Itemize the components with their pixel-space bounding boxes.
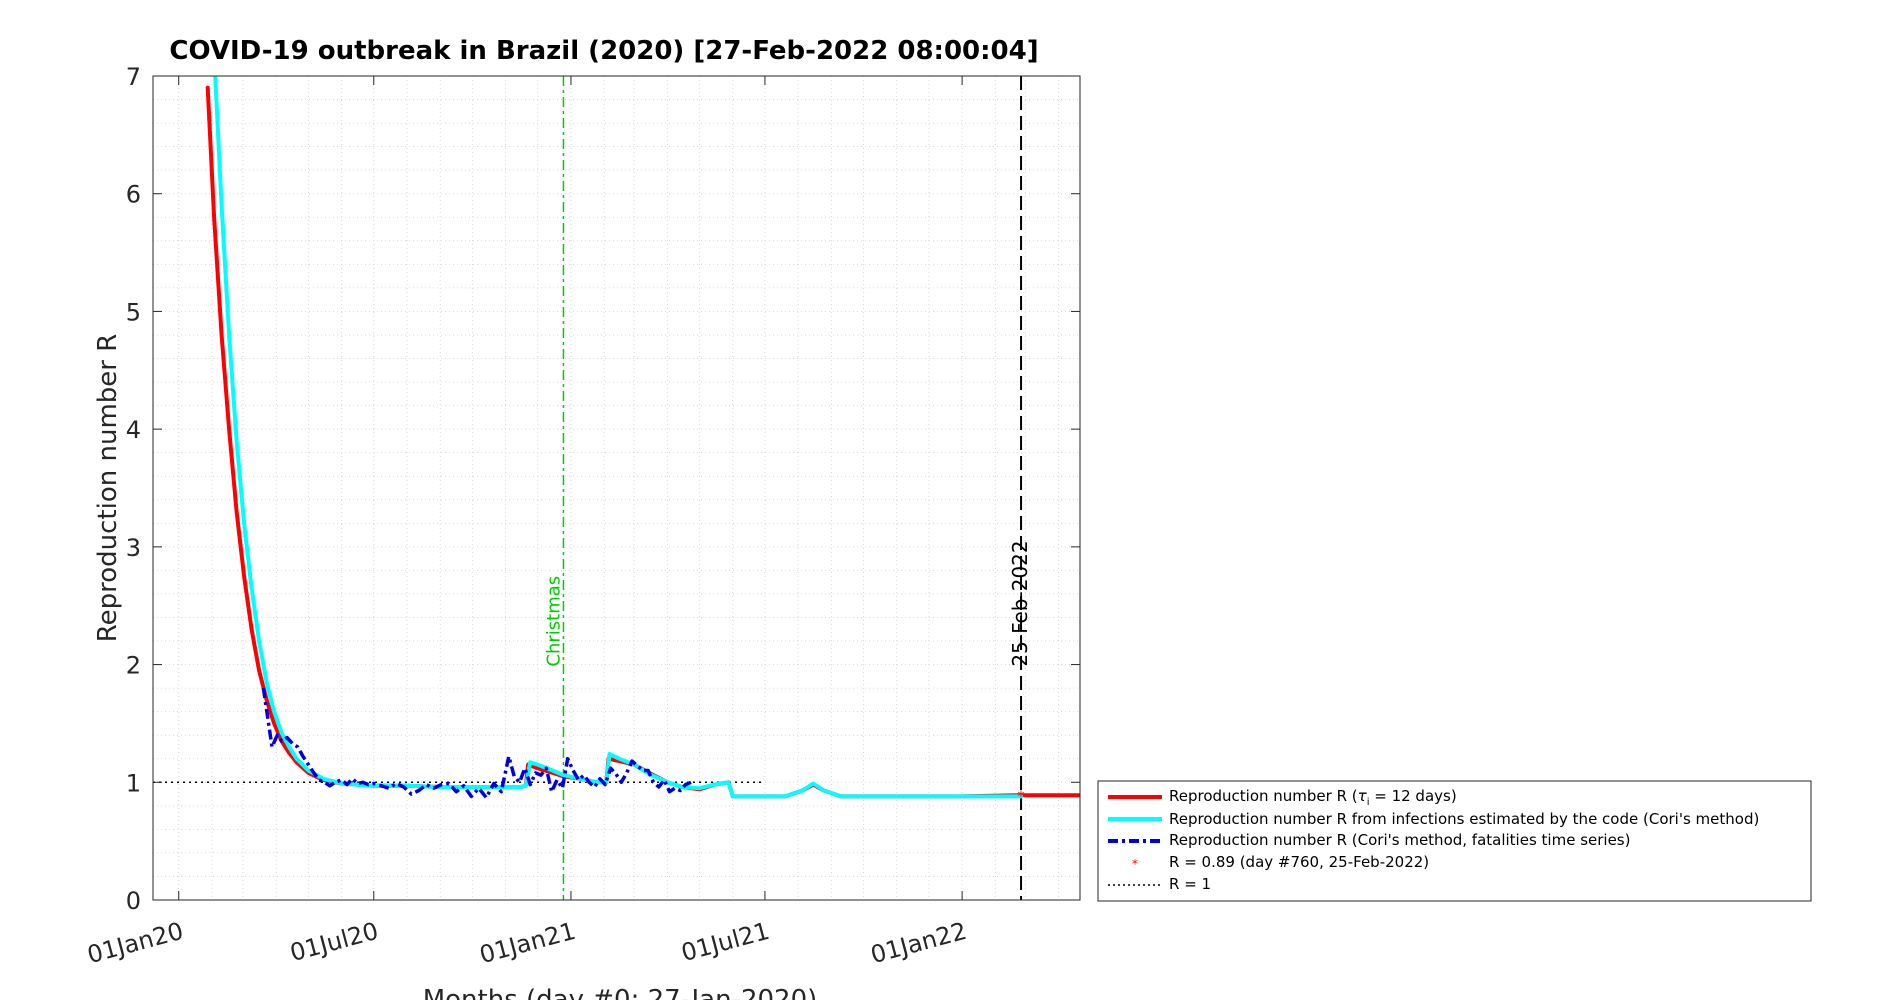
legend-swatch-current-point: *	[1132, 857, 1138, 871]
y-tick-label: 7	[126, 63, 141, 91]
legend-label-r-tau: Reproduction number R (τi = 12 days)	[1169, 787, 1457, 808]
chart-title: COVID-19 outbreak in Brazil (2020) [27-F…	[169, 36, 1038, 66]
y-tick-label: 6	[126, 181, 141, 209]
reference-lines: Christmas 25-Feb-2022	[153, 76, 1032, 900]
legend-box	[1097, 780, 1812, 902]
legend-label-tau-rest: = 12 days)	[1369, 787, 1456, 805]
grid	[153, 76, 1080, 900]
legend-entry-r-one: R = 1	[1108, 875, 1211, 893]
y-axis-ticks: 0 1 2 3 4 5 6 7	[126, 63, 1080, 915]
y-tick-label: 5	[126, 298, 141, 326]
christmas-label: Christmas	[543, 576, 564, 667]
legend-entry-r-infections: Reproduction number R from infections es…	[1108, 810, 1759, 828]
y-tick-label: 0	[126, 887, 141, 915]
legend-entry-r-tau: Reproduction number R (τi = 12 days)	[1108, 787, 1457, 808]
legend-entry-current-point: * R = 0.89 (day #760, 25-Feb-2022)	[1132, 853, 1429, 871]
y-tick-label: 1	[126, 769, 141, 797]
legend-label-r-tau-text: Reproduction number R (	[1169, 787, 1358, 805]
y-tick-label: 3	[126, 534, 141, 562]
legend: Reproduction number R (τi = 12 days) Rep…	[1097, 780, 1812, 902]
plot-frame	[152, 75, 1081, 901]
y-tick-label: 2	[126, 652, 141, 680]
legend-label-r-fatalities: Reproduction number R (Cori's method, fa…	[1169, 831, 1630, 849]
y-axis-label: Reproduction number R	[93, 334, 123, 643]
y-tick-label: 4	[126, 416, 141, 444]
legend-entry-r-fatalities: Reproduction number R (Cori's method, fa…	[1108, 831, 1630, 849]
legend-label-tau-subscript: i	[1367, 797, 1370, 808]
legend-label-current-point: R = 0.89 (day #760, 25-Feb-2022)	[1169, 853, 1429, 871]
legend-label-r-infections: Reproduction number R from infections es…	[1169, 810, 1759, 828]
legend-label-r-one: R = 1	[1169, 875, 1211, 893]
series: *	[205, 76, 1080, 805]
series-r-infections-line	[213, 76, 1024, 799]
legend-label-tau-symbol: τ	[1358, 787, 1368, 805]
current-date-label: 25-Feb-2022	[1008, 540, 1032, 666]
x-axis-label: Months (day #0: 27-Jan-2020)	[423, 985, 818, 1000]
current-point-marker: *	[1018, 789, 1025, 805]
